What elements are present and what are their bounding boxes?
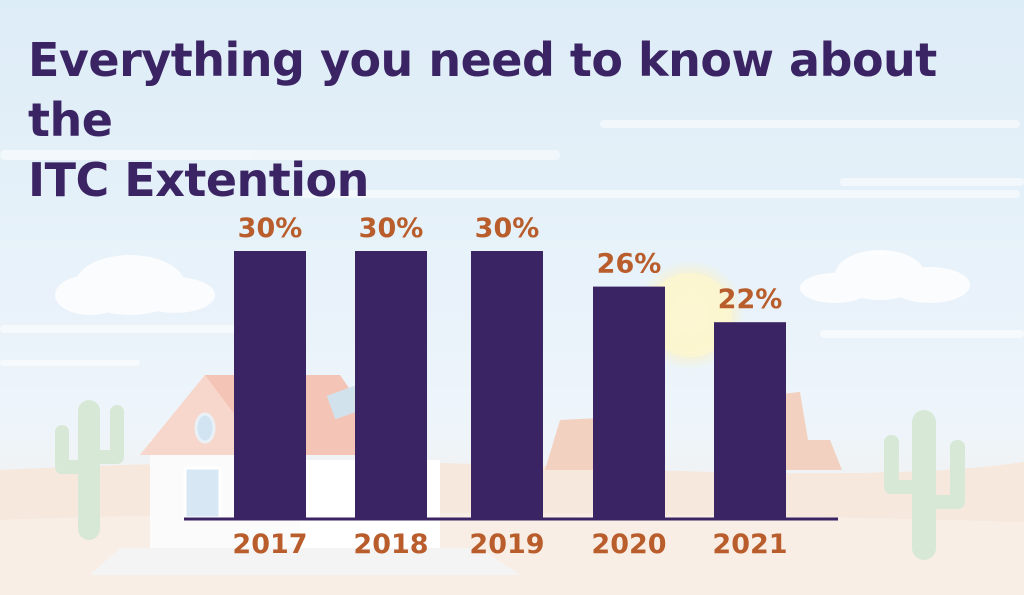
value-label-2019: 30%: [475, 213, 540, 244]
bar-2021: [714, 322, 786, 518]
bar-2018: [355, 251, 427, 518]
sky-streaks: [0, 120, 1024, 366]
page-title-line-2: ITC Extention: [28, 153, 369, 207]
clouds: [55, 250, 970, 315]
x-axis-tick-labels: 2017 2018 2019 2020 2021: [232, 529, 787, 560]
bar-2020: [593, 286, 665, 518]
x-tick-label-2019: 2019: [469, 529, 544, 560]
cactus-right: [884, 410, 965, 560]
value-labels: 30% 30% 30% 26% 22%: [238, 213, 783, 315]
x-tick-label-2017: 2017: [232, 529, 307, 560]
cactus-left: [55, 400, 124, 540]
value-label-2020: 26%: [597, 249, 662, 280]
value-label-2021: 22%: [718, 284, 783, 315]
x-tick-label-2021: 2021: [712, 529, 787, 560]
value-label-2017: 30%: [238, 213, 303, 244]
x-tick-label-2020: 2020: [591, 529, 666, 560]
page-title-line-1: Everything you need to know about the: [28, 33, 937, 147]
x-tick-label-2018: 2018: [353, 529, 428, 560]
value-label-2018: 30%: [359, 213, 424, 244]
bar-2019: [471, 251, 543, 518]
page-title: Everything you need to know about the IT…: [28, 30, 1018, 210]
bars: [234, 251, 786, 518]
bar-2017: [234, 251, 306, 518]
